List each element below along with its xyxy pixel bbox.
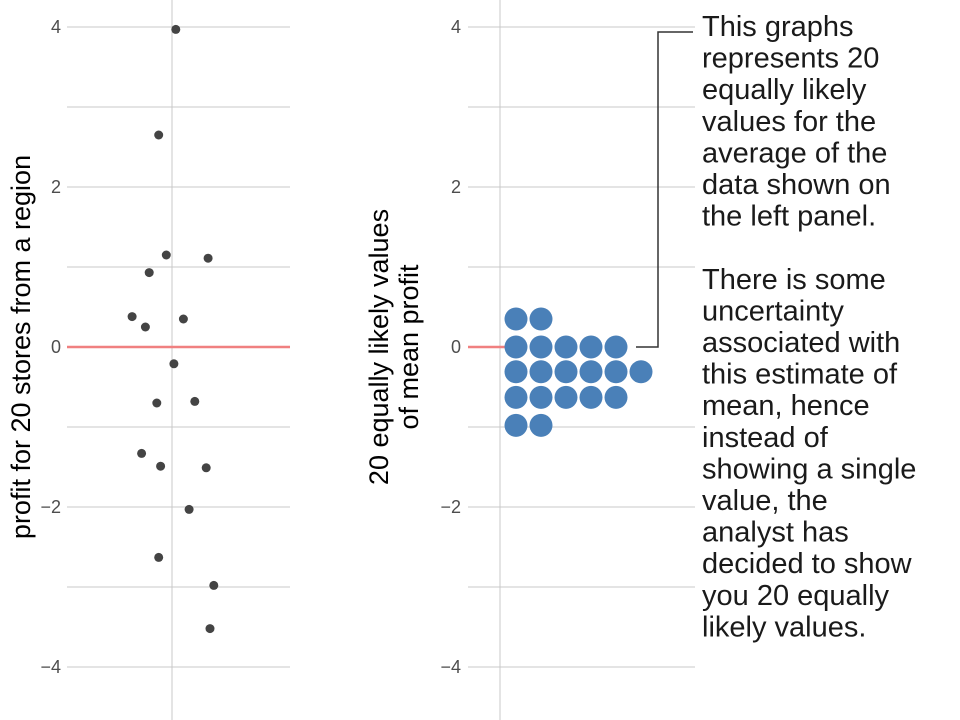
right-y-tick-label: −4 bbox=[440, 657, 461, 677]
left-data-point bbox=[127, 312, 137, 322]
annotation-line: data shown on bbox=[702, 169, 891, 201]
left-data-point bbox=[169, 359, 179, 369]
annotation-line: associated with bbox=[702, 327, 900, 359]
left-panel: −4 −2 0 2 4 profit for 20 stores from a regio… bbox=[6, 0, 290, 720]
left-y-tick-label: 2 bbox=[51, 177, 61, 197]
left-data-point bbox=[201, 463, 211, 473]
annotation-line: This graphs bbox=[702, 11, 854, 43]
left-y-tick-label: 0 bbox=[51, 337, 61, 357]
annotation-line: average of the bbox=[702, 137, 887, 169]
annotation-line: likely values. bbox=[702, 611, 866, 643]
annotation-line: value, the bbox=[702, 485, 828, 517]
right-y-axis-label: 20 equally likely valuesof mean profit bbox=[364, 209, 424, 485]
annotation-line: values for the bbox=[702, 106, 876, 138]
annotation-line: mean, hence bbox=[702, 390, 870, 422]
right-panel: −4 −2 0 2 4 20 equally likely valuesof mean p… bbox=[364, 0, 695, 720]
annotation-line: There is some bbox=[702, 264, 886, 296]
right-mean-dot bbox=[504, 335, 528, 359]
left-data-point bbox=[161, 250, 171, 260]
right-y-tick-label: 0 bbox=[451, 337, 461, 357]
left-y-axis-label: profit for 20 stores from a region bbox=[6, 155, 36, 539]
right-y-tick-label: 2 bbox=[451, 177, 461, 197]
annotation-callout: This graphs represents 20 equally likely va… bbox=[636, 11, 916, 643]
left-data-point bbox=[152, 398, 162, 408]
right-mean-dot bbox=[529, 413, 553, 437]
annotation-line: uncertainty bbox=[702, 295, 844, 327]
annotation-line: the left panel. bbox=[702, 201, 876, 233]
left-y-tick-label: −4 bbox=[40, 657, 61, 677]
left-y-tick-label: −2 bbox=[40, 497, 61, 517]
left-data-point bbox=[209, 580, 219, 590]
right-mean-dot bbox=[529, 307, 553, 331]
right-mean-dot bbox=[504, 307, 528, 331]
right-mean-dot bbox=[604, 385, 628, 409]
right-y-tick-label: 4 bbox=[451, 17, 461, 37]
left-data-point bbox=[154, 552, 164, 562]
right-mean-dot bbox=[504, 413, 528, 437]
left-y-tick-label: 4 bbox=[51, 17, 61, 37]
right-y-axis-label-line: of mean profit bbox=[394, 264, 424, 430]
right-mean-dot bbox=[554, 335, 578, 359]
annotation-line: instead of bbox=[702, 422, 829, 454]
annotation-line: decided to show bbox=[702, 548, 913, 580]
right-mean-dot bbox=[629, 360, 653, 384]
right-mean-dot bbox=[579, 335, 603, 359]
left-data-point bbox=[144, 268, 154, 278]
left-data-point bbox=[205, 624, 215, 634]
annotation-line: equally likely bbox=[702, 74, 867, 106]
right-mean-dot bbox=[604, 335, 628, 359]
right-mean-dot bbox=[529, 360, 553, 384]
right-mean-dot bbox=[579, 360, 603, 384]
left-data-point bbox=[203, 253, 213, 263]
left-data-point bbox=[178, 314, 188, 324]
right-mean-dot bbox=[554, 385, 578, 409]
callout-leader-line bbox=[636, 31, 693, 348]
right-mean-dot bbox=[504, 385, 528, 409]
right-mean-dot bbox=[554, 360, 578, 384]
left-data-point bbox=[184, 504, 194, 514]
right-mean-dot bbox=[529, 385, 553, 409]
annotation-line: represents 20 bbox=[702, 43, 879, 75]
right-mean-dot bbox=[579, 385, 603, 409]
left-data-point bbox=[171, 24, 181, 34]
right-mean-dot bbox=[604, 360, 628, 384]
annotation-text: This graphs represents 20 equally likely va… bbox=[702, 11, 916, 643]
left-data-point bbox=[190, 396, 200, 406]
left-data-point bbox=[137, 448, 147, 458]
right-y-tick-label: −2 bbox=[440, 497, 461, 517]
annotation-line: showing a single bbox=[702, 453, 916, 485]
right-mean-dot bbox=[504, 360, 528, 384]
left-data-point bbox=[154, 130, 164, 140]
right-y-axis-label-line: 20 equally likely values bbox=[364, 209, 394, 485]
left-data-point bbox=[156, 461, 166, 471]
annotation-line: analyst has bbox=[702, 517, 849, 549]
annotation-line: you 20 equally bbox=[702, 580, 890, 612]
annotation-line: this estimate of bbox=[702, 359, 898, 391]
right-mean-dot bbox=[529, 335, 553, 359]
left-data-point bbox=[140, 322, 150, 332]
